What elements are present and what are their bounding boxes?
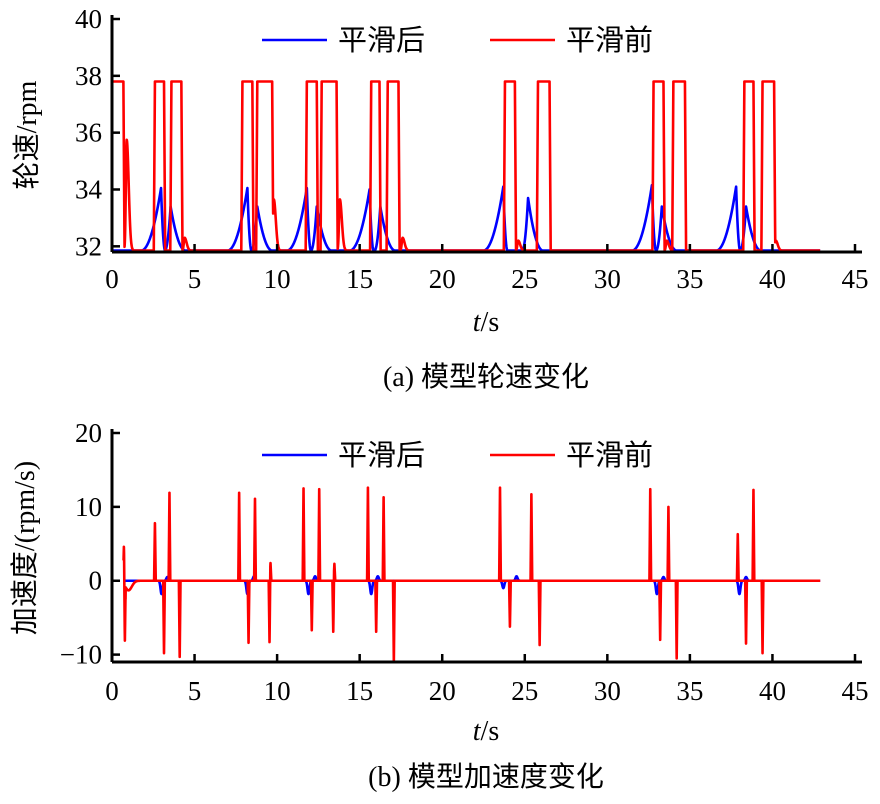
x-axis-label-unit: /s: [481, 307, 500, 338]
x-axis-label: t/s: [473, 307, 499, 338]
x-tick-label: 10: [264, 676, 291, 706]
x-tick-label: 30: [594, 676, 621, 706]
x-tick-label: 0: [105, 676, 119, 706]
x-tick-label: 45: [842, 676, 869, 706]
y-tick-label: 40: [75, 4, 102, 34]
x-tick-label: 25: [511, 676, 538, 706]
caption: (a) 模型轮速变化: [383, 361, 589, 393]
y-tick-label: 10: [75, 492, 102, 522]
legend-label-smoothed: 平滑后: [338, 439, 425, 472]
y-tick-label: 32: [75, 231, 102, 261]
x-tick-label: 5: [188, 264, 202, 294]
series-line-raw: [110, 80, 822, 252]
legend-label-smoothed: 平滑后: [338, 24, 425, 57]
y-axis-label: 加速度/(rpm/s): [9, 461, 41, 635]
legend: 平滑后 平滑前: [262, 439, 653, 472]
x-axis-label-var: t: [473, 716, 482, 747]
x-tick-label: 15: [346, 264, 373, 294]
x-axis-label-unit: /s: [481, 716, 500, 747]
x-tick-label: 30: [594, 264, 621, 294]
chart-wheel-speed: 0 5 10 15 20 25 30 35 40 45 32 34 36 38 40 平滑后 平滑前 轮速/…: [11, 4, 869, 393]
y-axis-label: 轮速/rpm: [11, 80, 43, 189]
y-tick-label: 34: [75, 174, 103, 204]
x-tick-label: 10: [264, 264, 291, 294]
x-tick-label: 35: [676, 264, 703, 294]
x-tick-label: 25: [511, 264, 538, 294]
x-tick-label: 0: [105, 264, 119, 294]
x-tick-label: 20: [429, 676, 456, 706]
caption: (b) 模型加速度变化: [368, 761, 604, 793]
x-tick-label: 40: [759, 676, 786, 706]
x-tick-label: 20: [429, 264, 456, 294]
x-tick-label: 45: [842, 264, 869, 294]
y-tick-label: 38: [75, 61, 102, 91]
x-tick-label: 40: [759, 264, 786, 294]
legend-label-raw: 平滑前: [566, 439, 653, 472]
legend: 平滑后 平滑前: [262, 24, 653, 57]
series-line-raw: [122, 486, 822, 664]
x-axis-label-var: t: [473, 307, 482, 338]
x-tick-label: 35: [676, 676, 703, 706]
y-tick-label: 0: [89, 566, 103, 596]
y-tick-label: −10: [60, 640, 102, 670]
series-line-smoothed: [110, 183, 822, 252]
x-tick-label: 5: [188, 676, 202, 706]
legend-label-raw: 平滑前: [566, 24, 653, 57]
y-tick-label: 20: [75, 418, 102, 448]
x-axis-label: t/s: [473, 716, 499, 747]
x-tick-label: 15: [346, 676, 373, 706]
y-tick-label: 36: [75, 118, 102, 148]
series-line-smoothed: [122, 575, 822, 596]
